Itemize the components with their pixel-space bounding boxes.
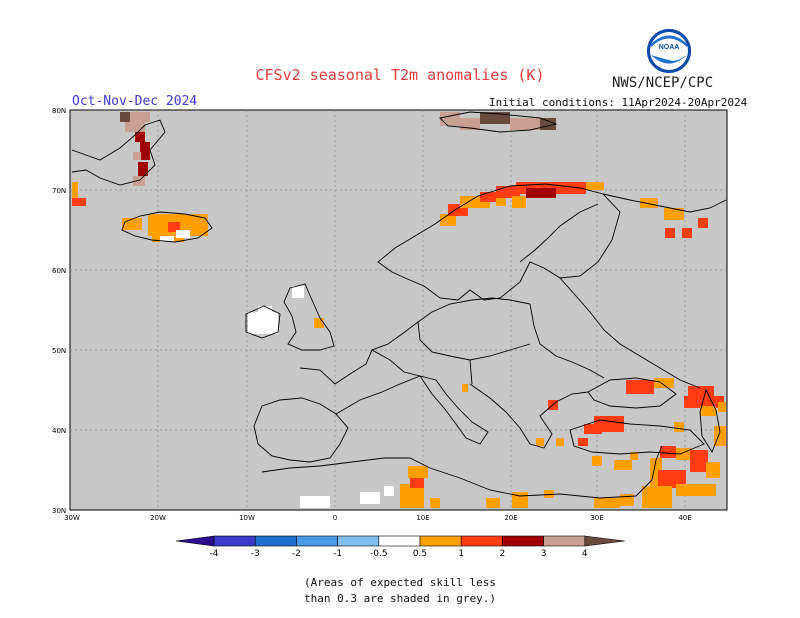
skill-note-line2: than 0.3 are shaded in grey.) — [303, 592, 497, 605]
legend-label: -2 — [292, 549, 301, 559]
lon-label: 30W — [64, 514, 80, 522]
legend-label: 1 — [458, 549, 464, 559]
legend-swatch — [543, 535, 586, 547]
skill-note-line1: (Areas of expected skill less — [303, 576, 497, 589]
logo-text: NOAA — [659, 44, 680, 51]
legend-label: 2 — [500, 549, 506, 559]
legend-swatch — [296, 535, 338, 547]
legend-label: 0.5 — [413, 549, 427, 559]
legend-swatch — [213, 535, 256, 547]
lon-label: 20E — [504, 514, 517, 522]
lat-label: 70N — [52, 187, 66, 195]
coastlines — [71, 111, 727, 499]
lat-label: 40N — [52, 427, 66, 435]
lon-label: 10E — [416, 514, 429, 522]
legend-swatch — [419, 535, 462, 547]
lat-label: 60N — [52, 267, 66, 275]
lon-label: 0 — [333, 514, 337, 522]
anomaly-cells — [72, 112, 726, 508]
lat-label: 30N — [52, 507, 66, 515]
initial-conditions-label: Initial conditions: 11Apr2024-20Apr2024 — [489, 96, 748, 109]
latitude-labels: 80N 70N 60N 50N 40N 30N — [52, 107, 66, 515]
legend-swatch — [502, 535, 544, 547]
legend-swatch — [254, 535, 297, 547]
legend-label: -1 — [333, 549, 342, 559]
lon-label: 40E — [678, 514, 691, 522]
longitude-labels: 30W 20W 10W 0 10E 20E 30E 40E — [64, 514, 692, 522]
lon-label: 30E — [590, 514, 603, 522]
chart-title: CFSv2 seasonal T2m anomalies (K) — [255, 66, 545, 84]
legend-swatch — [337, 535, 380, 547]
map-grid — [70, 110, 727, 510]
noaa-logo: NOAA — [647, 29, 691, 73]
legend-swatch — [378, 535, 421, 547]
legend-label: -4 — [210, 549, 219, 559]
legend-arrow-high — [584, 535, 625, 547]
legend-arrow-low — [175, 535, 215, 547]
legend-label: 3 — [541, 549, 547, 559]
map-background — [69, 109, 728, 511]
agency-label: NWS/NCEP/CPC — [612, 75, 714, 91]
legend-label: -0.5 — [370, 549, 388, 559]
lat-label: 80N — [52, 107, 66, 115]
legend-label: 4 — [582, 549, 588, 559]
season-label: Oct-Nov-Dec 2024 — [72, 94, 198, 109]
lon-label: 20W — [150, 514, 166, 522]
lat-label: 50N — [52, 347, 66, 355]
legend-label: -3 — [251, 549, 260, 559]
color-legend: -4 -3 -2 -1 -0.5 0.5 1 2 3 4 — [175, 535, 625, 559]
legend-swatch — [460, 535, 503, 547]
lon-label: 10W — [239, 514, 255, 522]
